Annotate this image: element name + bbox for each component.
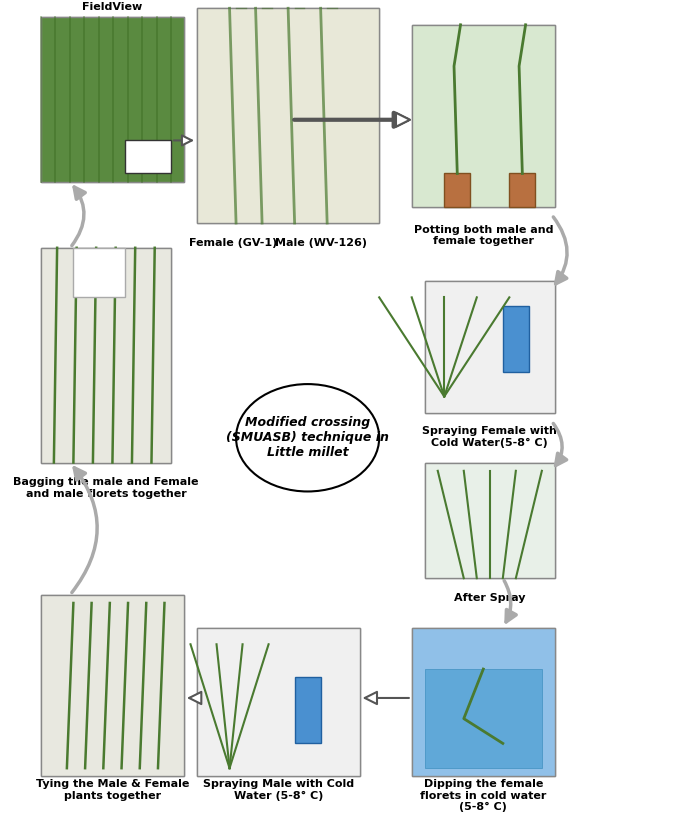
- FancyBboxPatch shape: [41, 248, 171, 463]
- FancyBboxPatch shape: [197, 8, 379, 223]
- Text: Male (WV-126): Male (WV-126): [275, 238, 366, 248]
- Bar: [41, 595, 184, 776]
- Text: Spraying Male with Cold
Water (5-8° C): Spraying Male with Cold Water (5-8° C): [203, 779, 354, 800]
- FancyBboxPatch shape: [41, 17, 184, 182]
- Bar: [197, 628, 360, 776]
- Bar: [41, 248, 171, 463]
- Text: Spraying Female with
Cold Water(5-8° C): Spraying Female with Cold Water(5-8° C): [423, 426, 557, 448]
- Bar: [412, 25, 555, 206]
- Text: Potting both male and
female together: Potting both male and female together: [414, 225, 553, 246]
- Text: FieldView: FieldView: [82, 2, 142, 12]
- Bar: [445, 173, 471, 206]
- FancyBboxPatch shape: [41, 595, 184, 776]
- Text: Tying the Male & Female
plants together: Tying the Male & Female plants together: [36, 779, 189, 800]
- Text: After Spray: After Spray: [454, 593, 525, 603]
- FancyBboxPatch shape: [425, 281, 555, 413]
- Bar: [73, 248, 125, 297]
- Text: Dipping the female
florets in cold water
(5-8° C): Dipping the female florets in cold water…: [420, 779, 547, 812]
- FancyBboxPatch shape: [412, 25, 555, 206]
- Bar: [425, 669, 542, 768]
- Text: Modified crossing
(SMUASB) technique in
Little millet: Modified crossing (SMUASB) technique in …: [226, 416, 389, 459]
- Bar: [197, 8, 379, 223]
- FancyBboxPatch shape: [412, 628, 555, 776]
- Bar: [412, 628, 555, 776]
- Bar: [295, 677, 321, 743]
- Bar: [425, 281, 555, 413]
- FancyBboxPatch shape: [425, 463, 555, 578]
- Bar: [503, 306, 529, 372]
- Ellipse shape: [236, 384, 379, 491]
- Bar: [425, 463, 555, 578]
- FancyBboxPatch shape: [197, 628, 360, 776]
- Bar: [125, 140, 171, 173]
- Bar: [510, 173, 536, 206]
- Text: Bagging the male and Female
and male florets together: Bagging the male and Female and male flo…: [13, 477, 199, 499]
- Bar: [41, 17, 184, 182]
- Text: Female (GV-1): Female (GV-1): [188, 238, 277, 248]
